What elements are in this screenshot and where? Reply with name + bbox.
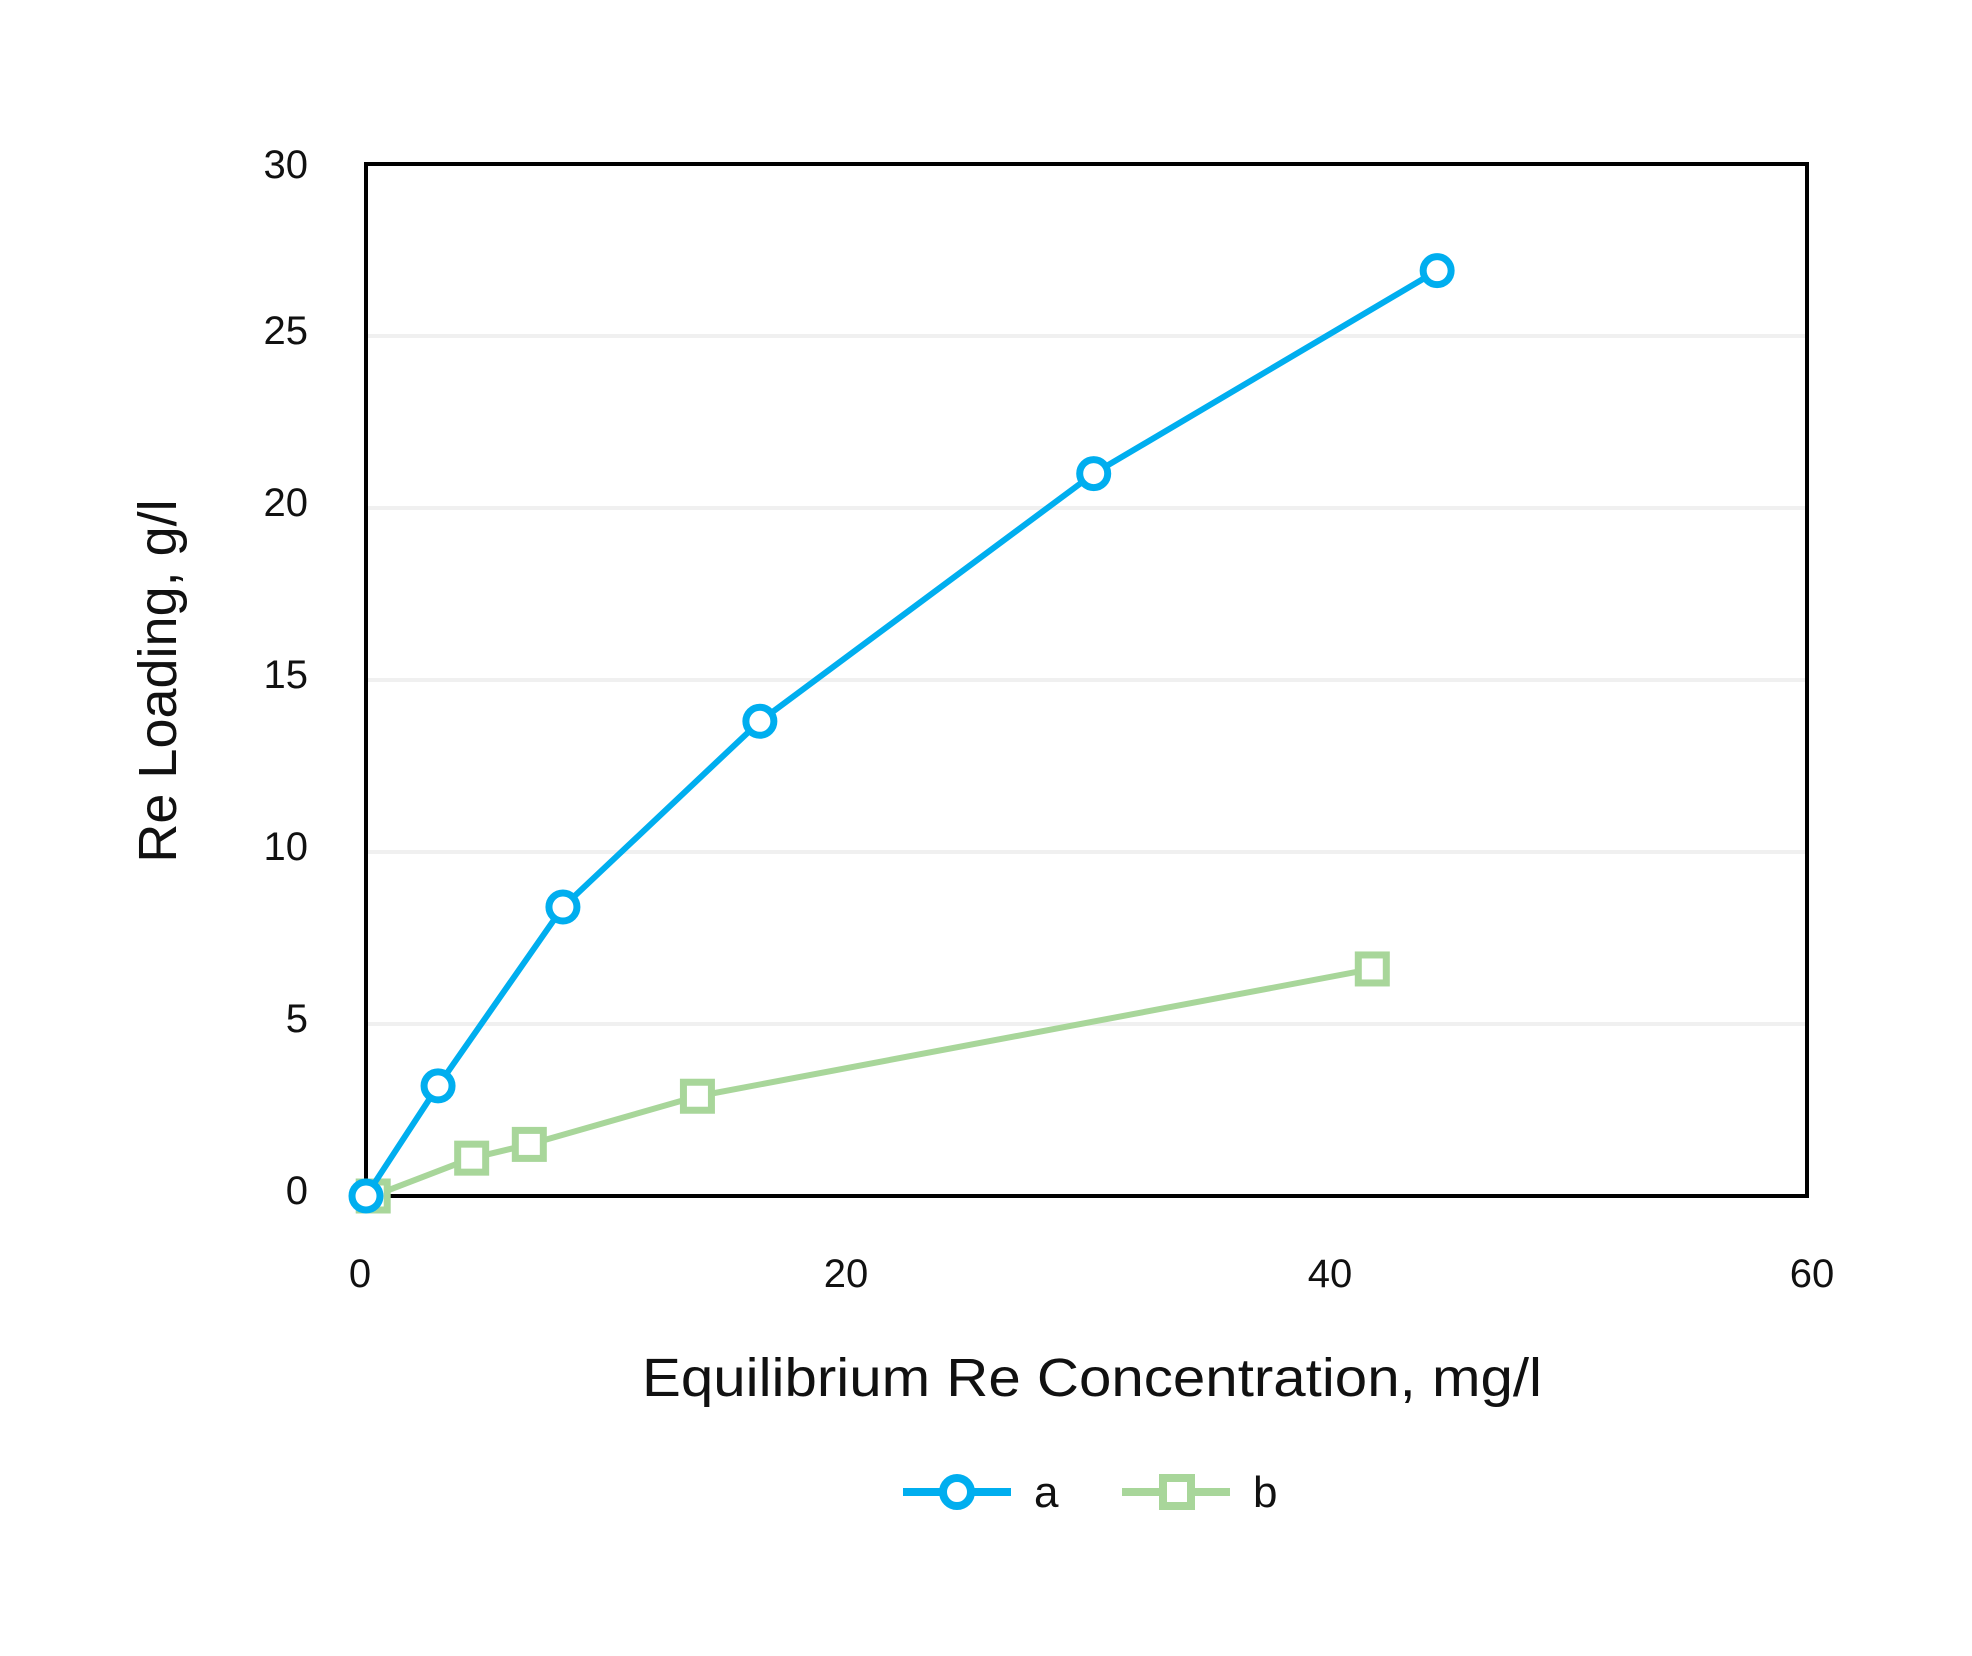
y-tick-label: 25: [264, 309, 309, 353]
legend-item-a: a: [903, 1468, 1059, 1517]
x-tick-label: 60: [1790, 1252, 1835, 1296]
x-tick-label: 0: [349, 1252, 371, 1296]
y-tick-label: 0: [286, 1169, 308, 1213]
square-marker-icon: [1354, 951, 1390, 987]
plot-frame: [364, 162, 1809, 1198]
y-tick-label: 30: [264, 143, 309, 187]
y-tick-label: 20: [264, 481, 309, 525]
series-layer: [348, 253, 1455, 1214]
x-tick-label: 40: [1308, 1252, 1353, 1296]
x-tick-label: 20: [824, 1252, 869, 1296]
square-marker-icon: [679, 1078, 715, 1114]
circle-marker-icon: [420, 1068, 456, 1104]
legend: a b: [903, 1468, 1277, 1517]
circle-marker-icon: [742, 703, 778, 739]
series-line-b: [372, 966, 1373, 1199]
square-marker-icon: [454, 1140, 490, 1176]
square-marker-icon: [511, 1126, 547, 1162]
y-tick-label: 15: [264, 653, 309, 697]
y-axis-tick-labels: 0 5 10 15 20 25 30: [264, 143, 309, 1213]
x-axis-tick-labels: 0 20 40 60: [349, 1252, 1834, 1296]
legend-label-a: a: [1034, 1468, 1059, 1517]
square-marker-icon: [1159, 1474, 1195, 1510]
series-a: [348, 253, 1455, 1214]
gridlines: [366, 334, 1807, 1026]
series-line-a: [363, 268, 1439, 1198]
circle-marker-icon: [1419, 253, 1455, 289]
y-tick-label: 10: [264, 825, 309, 869]
y-tick-label: 5: [286, 997, 308, 1041]
circle-marker-icon: [1076, 456, 1112, 492]
circle-marker-icon: [939, 1474, 975, 1510]
circle-marker-icon: [545, 889, 581, 925]
series-b: [355, 951, 1390, 1214]
circle-marker-icon: [348, 1178, 384, 1214]
legend-label-b: b: [1253, 1468, 1277, 1517]
legend-item-b: b: [1122, 1468, 1277, 1517]
x-axis-title: Equilibrium Re Concentration, mg/l: [642, 1348, 1542, 1408]
y-axis-title: Re Loading, g/l: [128, 499, 188, 862]
